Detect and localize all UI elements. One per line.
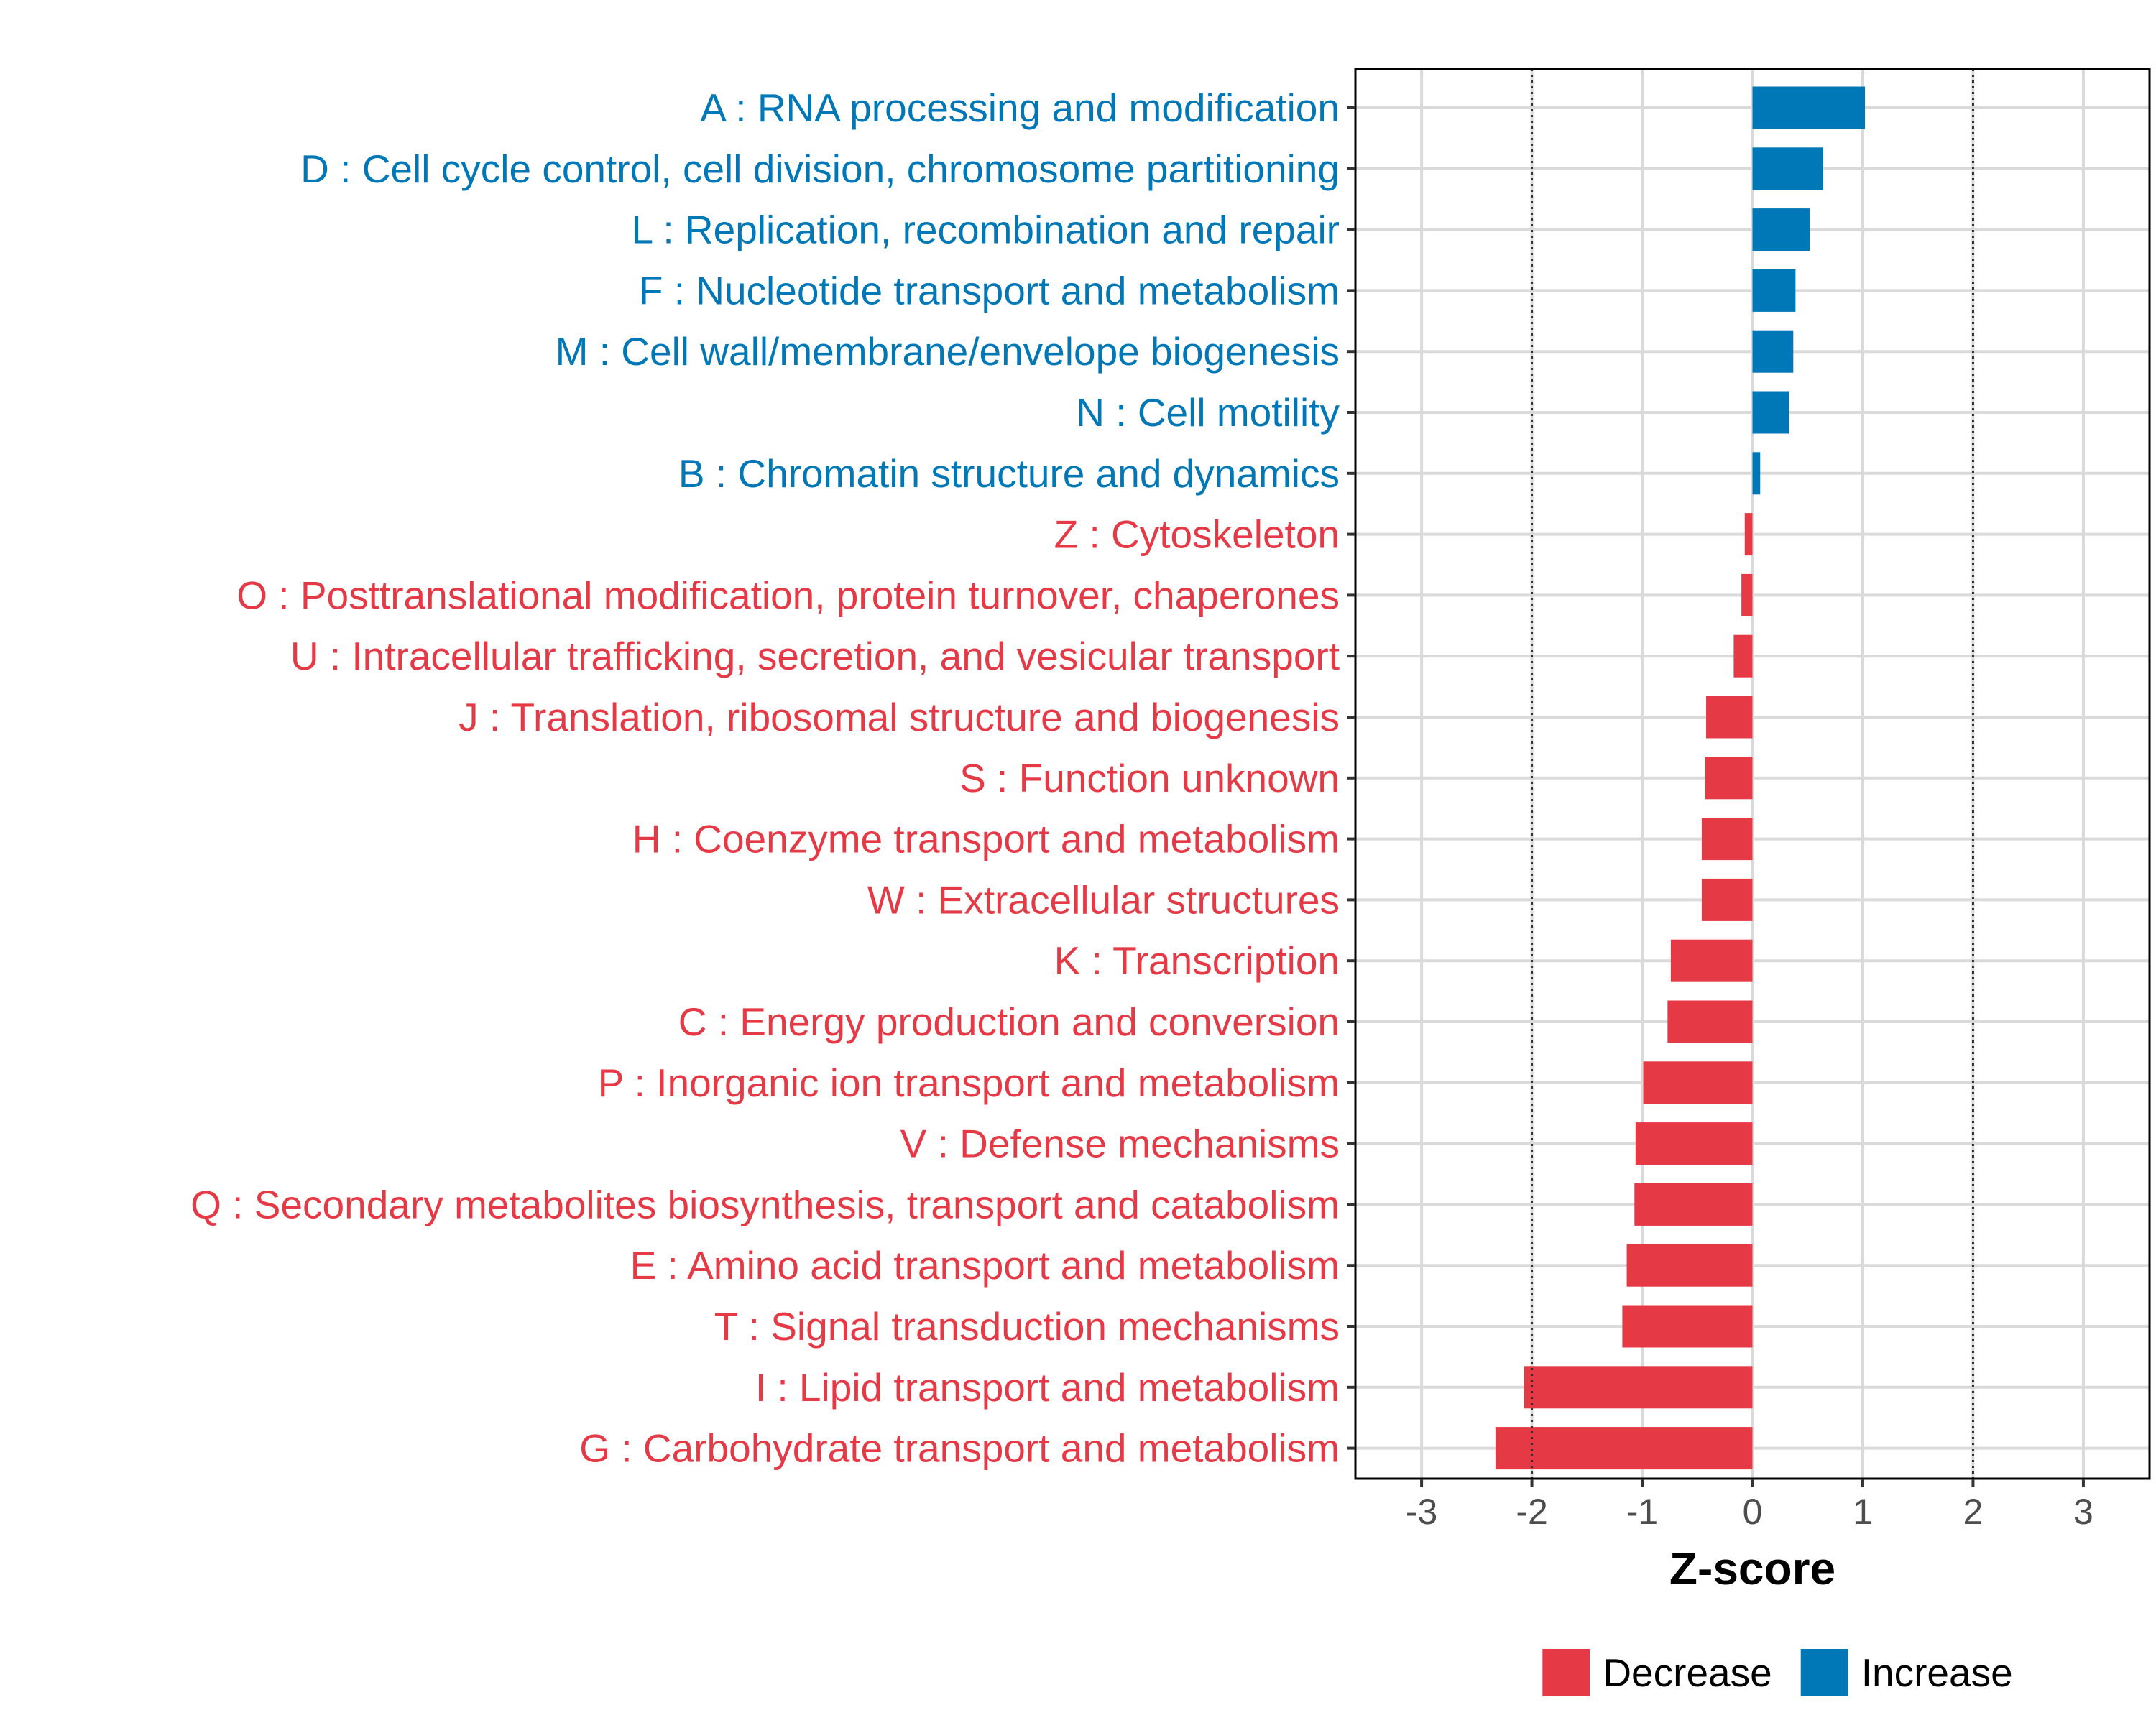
category-label: T : Signal transduction mechanisms (714, 1304, 1340, 1349)
bar-decrease (1670, 939, 1753, 982)
x-tick-label: -2 (1516, 1492, 1547, 1532)
category-label: F : Nucleotide transport and metabolism (639, 268, 1340, 313)
category-label: N : Cell motility (1076, 390, 1340, 435)
category-label: E : Amino acid transport and metabolism (630, 1243, 1340, 1288)
legend-label-increase: Increase (1861, 1650, 2013, 1695)
bar-decrease (1667, 1000, 1753, 1043)
x-tick-label: 0 (1743, 1492, 1763, 1532)
category-label: D : Cell cycle control, cell division, c… (300, 147, 1340, 191)
bar-decrease (1626, 1244, 1753, 1287)
bar-decrease (1706, 696, 1753, 739)
category-label: M : Cell wall/membrane/envelope biogenes… (556, 329, 1340, 374)
category-label: L : Replication, recombination and repai… (632, 208, 1340, 252)
bar-increase (1752, 208, 1810, 251)
bar-decrease (1622, 1305, 1753, 1348)
category-label: S : Function unknown (959, 756, 1340, 800)
x-tick-label: 2 (1963, 1492, 1984, 1532)
bar-decrease (1524, 1366, 1753, 1409)
category-label: G : Carbohydrate transport and metabolis… (579, 1426, 1340, 1471)
category-label: H : Coenzyme transport and metabolism (632, 817, 1340, 861)
x-tick-label: 1 (1853, 1492, 1873, 1532)
category-label: W : Extracellular structures (867, 877, 1340, 922)
category-label: J : Translation, ribosomal structure and… (459, 695, 1340, 739)
category-label: O : Posttranslational modification, prot… (236, 573, 1340, 617)
category-label: I : Lipid transport and metabolism (755, 1365, 1340, 1410)
x-axis-title: Z-score (1669, 1543, 1835, 1594)
legend: Decrease Increase (1542, 1649, 2013, 1696)
bar-increase (1752, 391, 1789, 434)
bar-increase (1752, 269, 1796, 312)
legend-label-decrease: Decrease (1603, 1650, 1772, 1695)
bar-decrease (1705, 757, 1753, 800)
x-tick-label: -3 (1406, 1492, 1437, 1532)
bar-increase (1752, 330, 1794, 373)
category-label: P : Inorganic ion transport and metaboli… (598, 1061, 1340, 1105)
category-label: Q : Secondary metabolites biosynthesis, … (190, 1182, 1340, 1226)
bar-decrease (1495, 1427, 1753, 1470)
category-label: K : Transcription (1054, 938, 1340, 983)
category-label: Z : Cytoskeleton (1054, 512, 1340, 557)
legend-key-increase (1800, 1649, 1848, 1696)
bar-decrease (1744, 513, 1753, 556)
category-label: U : Intracellular trafficking, secretion… (290, 634, 1340, 678)
category-label: B : Chromatin structure and dynamics (678, 451, 1340, 496)
bar-decrease (1701, 878, 1753, 921)
legend-key-decrease (1542, 1649, 1590, 1696)
bar-decrease (1643, 1061, 1753, 1104)
bar-increase (1752, 452, 1761, 495)
category-label: V : Defense mechanisms (900, 1122, 1340, 1166)
bar-decrease (1635, 1122, 1753, 1165)
x-tick-label: 3 (2073, 1492, 2093, 1532)
bar-increase (1752, 86, 1866, 129)
bar-decrease (1733, 634, 1753, 678)
bar-increase (1752, 147, 1823, 190)
category-label: C : Energy production and conversion (678, 999, 1340, 1044)
bar-decrease (1741, 573, 1753, 616)
x-tick-label: -1 (1626, 1492, 1658, 1532)
bar-decrease (1701, 818, 1753, 861)
category-label: A : RNA processing and modification (700, 86, 1340, 130)
bar-decrease (1634, 1183, 1753, 1226)
